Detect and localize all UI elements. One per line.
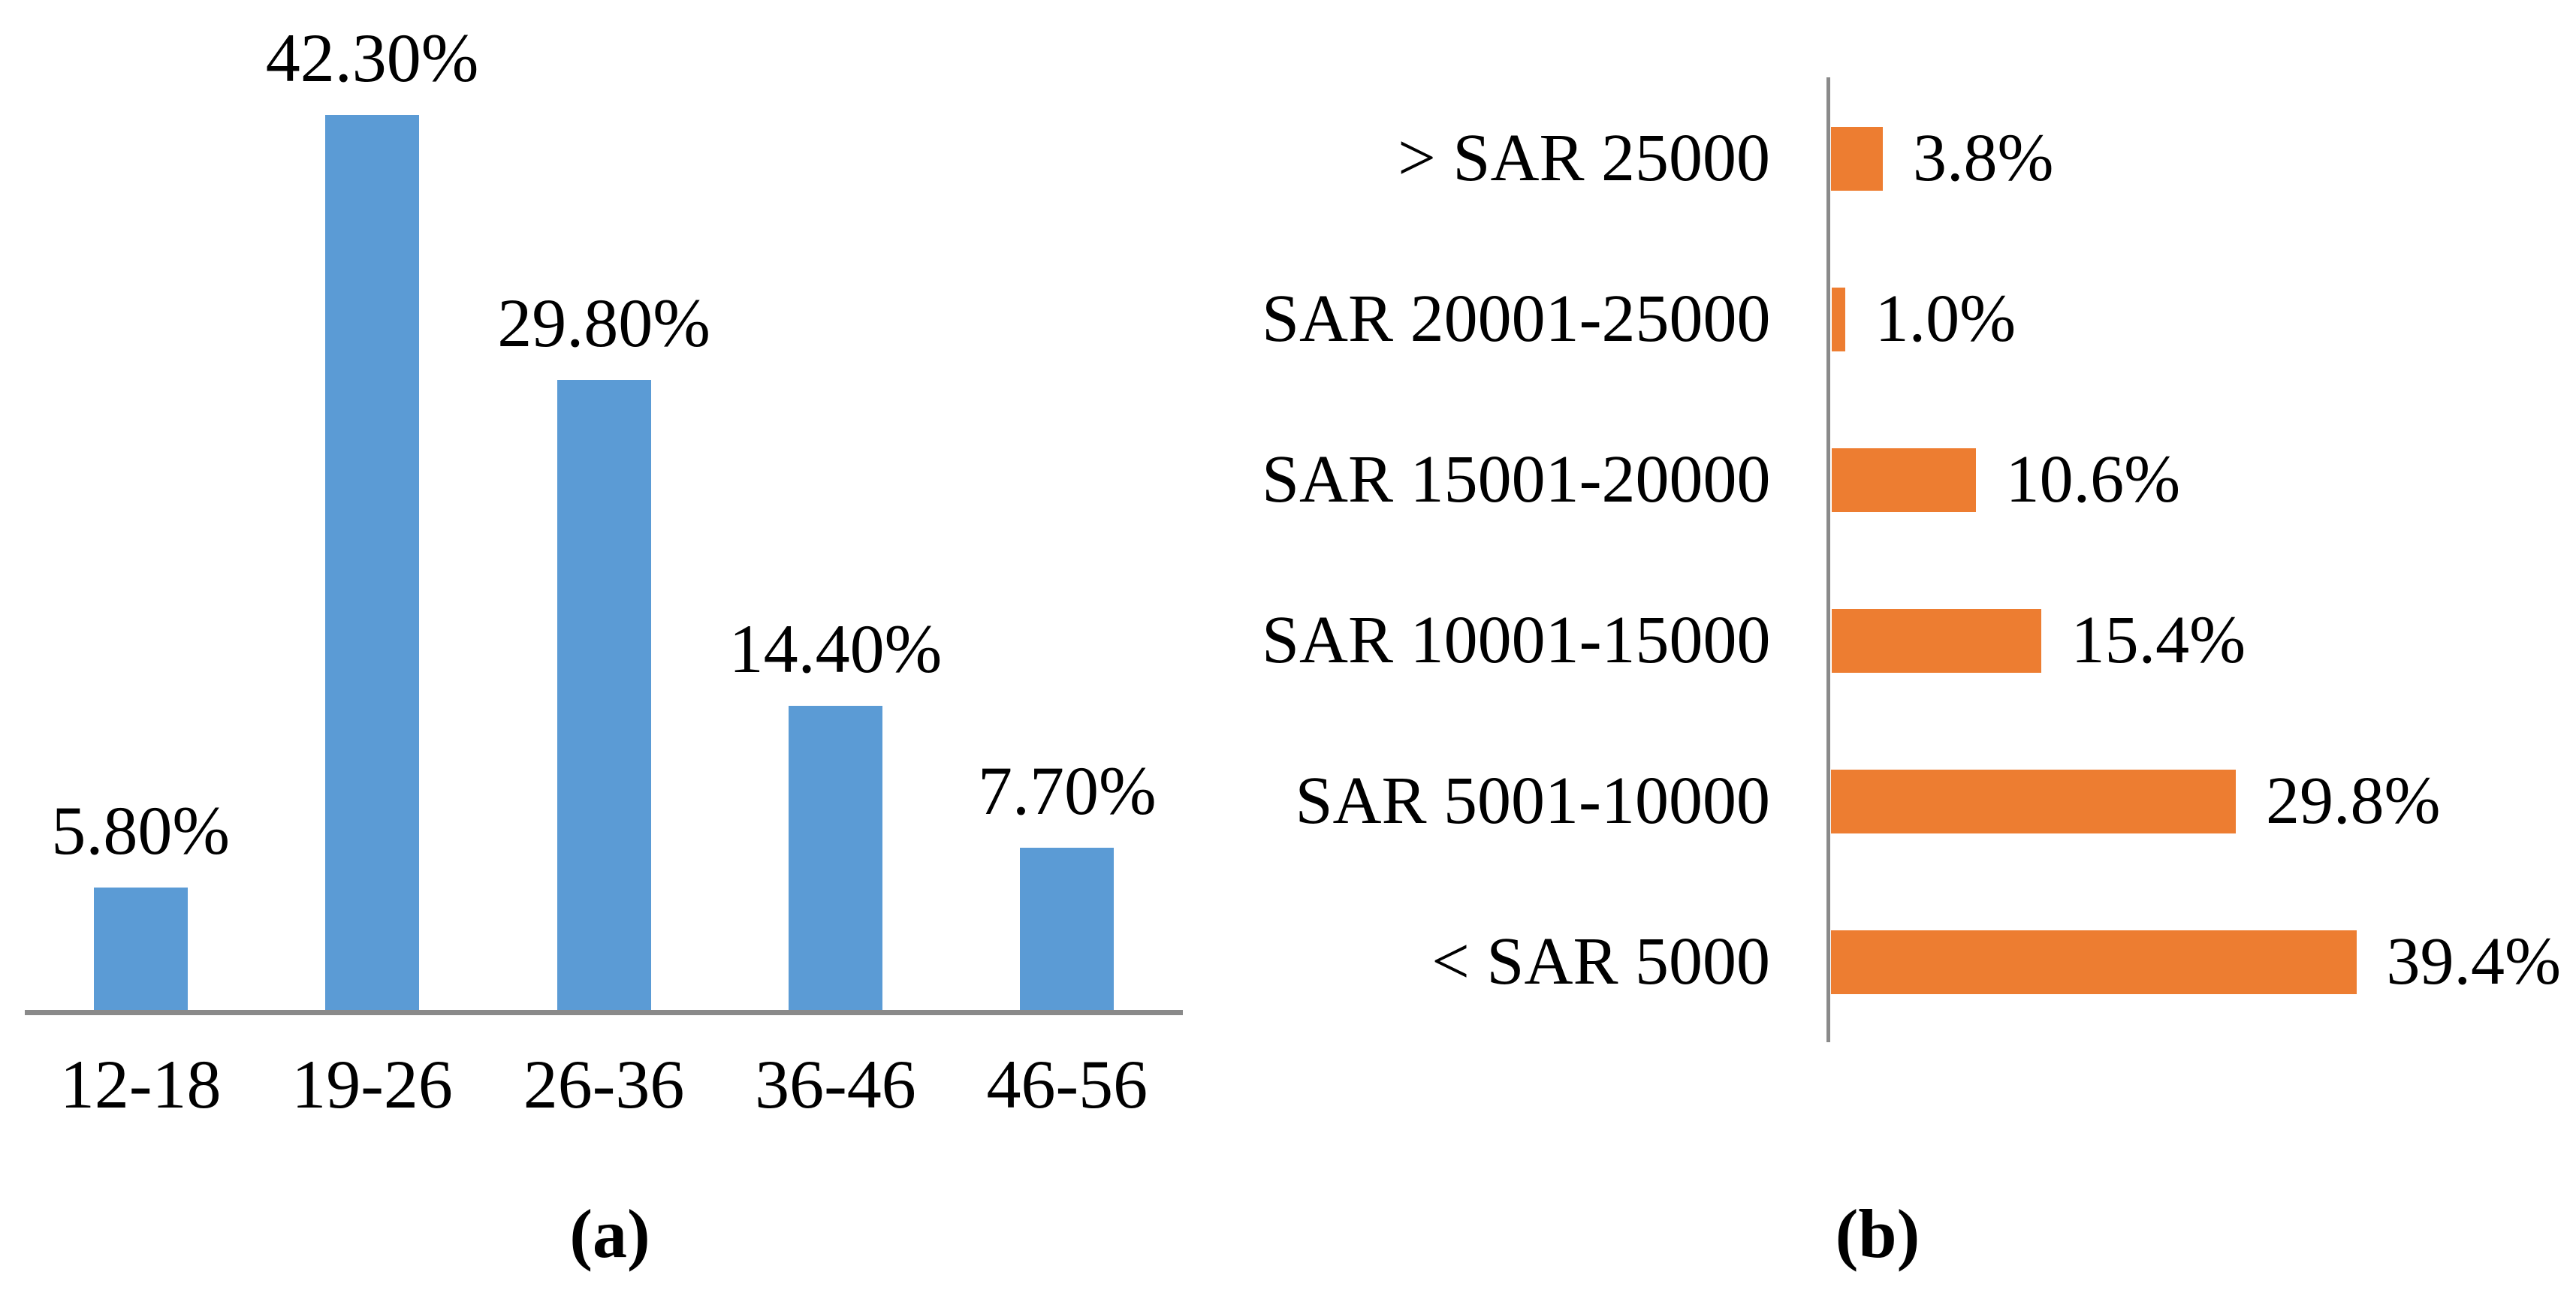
category-label: 36-46 (755, 1046, 916, 1123)
income-chart-y-axis (1826, 77, 1830, 1042)
category-label: > SAR 25000 (1398, 121, 1770, 195)
category-label: 19-26 (291, 1046, 453, 1123)
income-bar-row: SAR 10001-15000 15.4% (1262, 560, 2561, 721)
age-chart-category-labels: 12-18 19-26 26-36 36-46 46-56 (25, 1050, 1183, 1119)
bar-value-label: 7.70% (978, 752, 1157, 829)
bar-value-label: 1.0% (1875, 282, 2016, 356)
bar (1020, 848, 1115, 1011)
caption-b: (b) (1835, 1195, 1920, 1272)
category-label: SAR 5001-10000 (1295, 764, 1770, 838)
age-bar-group: 29.80% (488, 0, 719, 1011)
age-bar-group: 42.30% (256, 0, 487, 1011)
age-chart-x-axis (25, 1010, 1183, 1015)
income-chart-plot: > SAR 25000 3.8% SAR 20001-25000 1.0% SAR 15… (1262, 78, 2561, 1042)
caption-a: (a) (569, 1195, 650, 1272)
category-label: SAR 20001-25000 (1262, 282, 1771, 356)
category-label: SAR 15001-20000 (1262, 442, 1771, 517)
bar (557, 380, 651, 1011)
age-chart-plot: 5.80% 42.30% 29.80% 14.40% 7.70% (25, 0, 1183, 1011)
income-bar-row: > SAR 25000 3.8% (1262, 78, 2561, 239)
income-bar-row: SAR 5001-10000 29.8% (1262, 721, 2561, 882)
age-bar-group: 14.40% (719, 0, 951, 1011)
bar-value-label: 15.4% (2071, 603, 2246, 677)
age-bar-group: 7.70% (952, 0, 1183, 1011)
category-label: < SAR 5000 (1431, 924, 1770, 999)
bar (93, 888, 188, 1011)
category-label: 12-18 (59, 1046, 222, 1123)
age-bar-group: 5.80% (25, 0, 256, 1011)
income-distribution-chart: > SAR 25000 3.8% SAR 20001-25000 1.0% SAR 15… (1262, 0, 2561, 1290)
bar-value-label: 29.80% (497, 285, 710, 361)
income-bar-row: SAR 20001-25000 1.0% (1262, 239, 2561, 399)
bar (325, 115, 420, 1011)
bar-value-label: 39.4% (2386, 924, 2561, 999)
category-label: 26-36 (523, 1046, 685, 1123)
bar (1831, 769, 2236, 833)
bar-value-label: 14.40% (728, 610, 943, 687)
bar (788, 706, 882, 1011)
category-label: SAR 10001-15000 (1262, 603, 1771, 677)
bar (1831, 126, 1883, 191)
income-bar-row: SAR 15001-20000 10.6% (1262, 399, 2561, 560)
bar-value-label: 29.8% (2266, 764, 2441, 838)
age-distribution-chart: 5.80% 42.30% 29.80% 14.40% 7.70% 12-18 19-26 2… (25, 0, 1183, 1290)
bar (1831, 930, 2357, 994)
bar-value-label: 5.80% (51, 792, 231, 869)
bar (1831, 287, 1845, 351)
income-bar-row: < SAR 5000 39.4% (1262, 882, 2561, 1042)
bar (1831, 448, 1976, 512)
bar-value-label: 3.8% (1913, 121, 2054, 195)
category-label: 46-56 (986, 1046, 1148, 1123)
bar-value-label: 10.6% (2005, 442, 2181, 517)
bar-value-label: 42.30% (265, 20, 479, 96)
bar (1831, 608, 2041, 673)
